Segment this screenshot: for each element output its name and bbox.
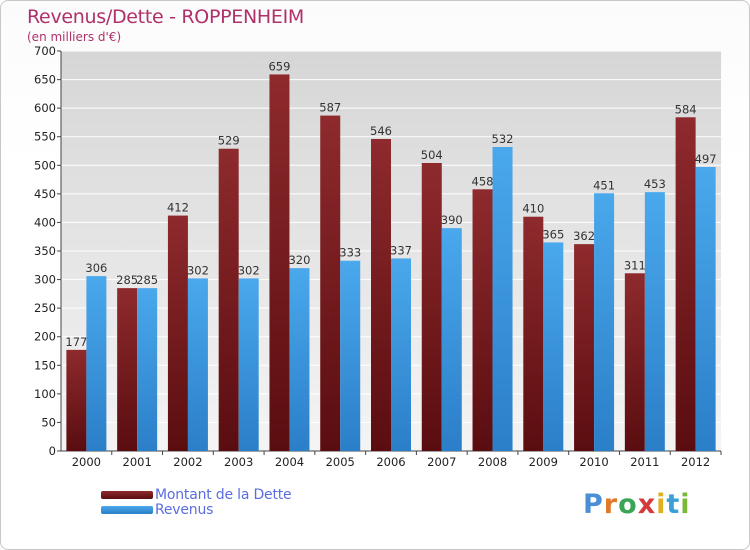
value-label-revenus: 337 — [390, 243, 412, 257]
bar-revenus — [187, 278, 208, 451]
y-tick-label: 300 — [34, 273, 56, 287]
legend-swatch-debt — [101, 490, 153, 499]
value-label-dette: 546 — [370, 124, 392, 138]
value-label-dette: 362 — [573, 229, 595, 243]
value-label-revenus: 302 — [238, 263, 260, 277]
logo-letter: i — [656, 489, 667, 520]
value-label-dette: 659 — [268, 59, 290, 73]
logo-letter: r — [603, 489, 619, 520]
bar-revenus — [137, 288, 158, 451]
value-label-revenus: 532 — [492, 132, 514, 146]
bar-dette — [421, 163, 442, 451]
value-label-revenus: 453 — [644, 177, 666, 191]
x-tick-label: 2012 — [681, 455, 710, 469]
value-label-revenus: 306 — [85, 261, 107, 275]
value-label-dette: 504 — [421, 148, 443, 162]
bar-revenus — [441, 228, 462, 451]
bar-revenus — [543, 242, 564, 451]
bar-revenus — [86, 276, 107, 451]
x-tick-label: 2003 — [224, 455, 253, 469]
value-label-dette: 458 — [472, 174, 494, 188]
y-tick-label: 200 — [34, 330, 56, 344]
bar-dette — [218, 148, 239, 451]
x-tick-label: 2009 — [529, 455, 558, 469]
y-tick-label: 0 — [49, 444, 56, 458]
logo-letter: i — [680, 489, 691, 520]
value-label-revenus: 302 — [187, 263, 209, 277]
value-label-revenus: 451 — [593, 178, 615, 192]
legend-swatch-revenus — [101, 505, 153, 514]
bar-dette — [675, 117, 696, 452]
y-tick-label: 700 — [34, 44, 56, 58]
value-label-dette: 529 — [218, 134, 240, 148]
bar-dette — [523, 216, 544, 451]
bar-revenus — [391, 258, 411, 451]
value-label-revenus: 285 — [136, 273, 158, 287]
y-tick-label: 650 — [34, 73, 56, 87]
bar-dette — [472, 189, 493, 452]
bar-revenus — [238, 278, 259, 451]
value-label-revenus: 333 — [339, 246, 361, 260]
value-label-dette: 177 — [65, 335, 87, 349]
value-label-revenus: 390 — [441, 213, 463, 227]
logo-letter: P — [583, 489, 604, 520]
bar-revenus — [289, 268, 310, 451]
bar-dette — [167, 215, 188, 451]
value-label-revenus: 320 — [288, 253, 310, 267]
y-tick-label: 250 — [34, 301, 56, 315]
value-label-dette: 584 — [675, 102, 697, 116]
chart-legend: Montant de la Dette Revenus — [101, 486, 292, 518]
x-tick-label: 2006 — [376, 455, 405, 469]
logo-letter: o — [618, 489, 638, 520]
bar-dette — [117, 288, 138, 451]
value-label-dette: 311 — [624, 258, 646, 272]
logo-letter: x — [637, 489, 657, 520]
x-tick-label: 2005 — [326, 455, 355, 469]
x-tick-label: 2008 — [478, 455, 507, 469]
y-tick-label: 600 — [34, 101, 56, 115]
bar-dette — [574, 244, 595, 451]
bar-revenus — [695, 167, 716, 451]
y-tick-label: 550 — [34, 130, 56, 144]
value-label-revenus: 365 — [542, 227, 564, 241]
x-tick-label: 2010 — [579, 455, 608, 469]
y-tick-label: 350 — [34, 244, 56, 258]
proxiti-logo: Proxiti — [583, 489, 691, 520]
y-tick-label: 150 — [34, 358, 56, 372]
bar-dette — [624, 273, 645, 451]
value-label-dette: 410 — [522, 202, 544, 216]
bar-revenus — [492, 147, 513, 451]
x-tick-label: 2007 — [427, 455, 456, 469]
value-label-dette: 285 — [116, 273, 138, 287]
x-tick-label: 2002 — [173, 455, 202, 469]
bar-revenus — [644, 192, 665, 451]
legend-item-revenus: Revenus — [101, 501, 291, 518]
y-tick-label: 100 — [34, 387, 56, 401]
bar-dette — [269, 74, 290, 451]
value-label-dette: 587 — [319, 101, 341, 115]
bar-dette — [371, 139, 391, 451]
bar-dette — [320, 115, 341, 452]
value-label-dette: 412 — [167, 201, 189, 215]
chart-subtitle: (en milliers d'€) — [27, 30, 122, 44]
bar-revenus — [340, 260, 361, 451]
x-tick-label: 2004 — [275, 455, 304, 469]
x-tick-label: 2011 — [630, 455, 659, 469]
value-label-revenus: 497 — [695, 152, 717, 166]
bar-revenus — [594, 193, 615, 452]
y-tick-label: 50 — [41, 415, 56, 429]
bar-dette — [66, 349, 87, 451]
y-tick-label: 400 — [34, 215, 56, 229]
x-tick-label: 2001 — [123, 455, 152, 469]
legend-item-debt: Montant de la Dette — [101, 486, 292, 503]
legend-label-revenus: Revenus — [155, 501, 214, 518]
y-tick-label: 450 — [34, 187, 56, 201]
legend-label-debt: Montant de la Dette — [155, 486, 292, 503]
y-tick-label: 500 — [34, 158, 56, 172]
chart-title: Revenus/Dette - ROPPENHEIM — [27, 6, 304, 28]
logo-letter: t — [666, 489, 681, 520]
x-tick-label: 2000 — [72, 455, 101, 469]
